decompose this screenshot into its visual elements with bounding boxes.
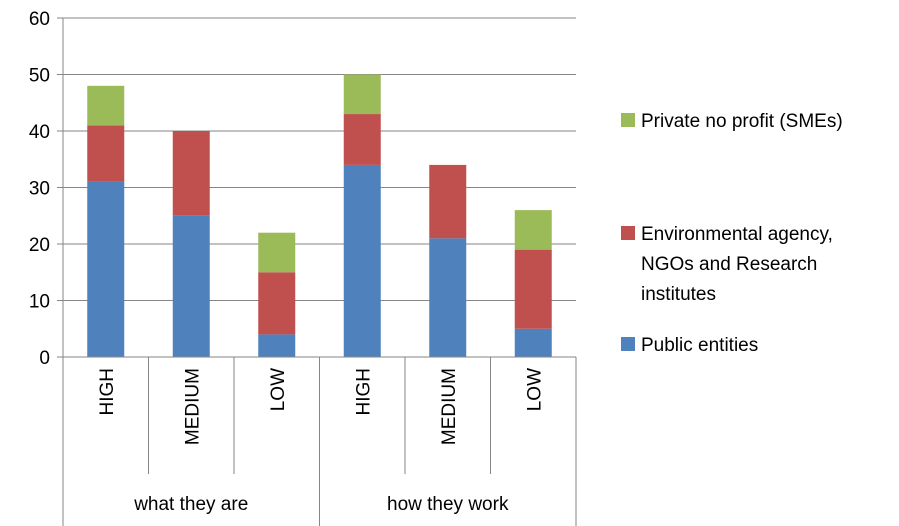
category-label-low-2: LOW bbox=[268, 368, 289, 411]
y-tick-label-0: 0 bbox=[39, 348, 50, 369]
legend-label-1-line-0: Environmental agency, bbox=[641, 224, 833, 245]
bar-high-3-series-1 bbox=[343, 114, 381, 165]
legend-label-1-line-1: NGOs and Research bbox=[641, 254, 817, 275]
legend: Private no profit (SMEs) Environmental ag… bbox=[621, 111, 843, 356]
group-label-1: how they work bbox=[387, 494, 509, 515]
y-tick-label-60: 60 bbox=[29, 9, 50, 30]
bar-high-3-series-0 bbox=[343, 164, 381, 357]
bar-high-0-series-0 bbox=[87, 181, 125, 357]
bar-medium-4-series-1 bbox=[429, 164, 467, 239]
bar-medium-4-series-0 bbox=[429, 238, 467, 357]
bar-low-2-series-1 bbox=[258, 272, 296, 335]
bar-low-5-series-2 bbox=[514, 210, 552, 250]
legend-label-2-line-0: Private no profit (SMEs) bbox=[641, 111, 843, 132]
y-tick-label-10: 10 bbox=[29, 292, 50, 313]
legend-swatch-1 bbox=[621, 226, 635, 240]
y-tick-label-30: 30 bbox=[29, 179, 50, 200]
bar-low-2-series-2 bbox=[258, 232, 296, 273]
legend-swatch-0 bbox=[621, 337, 635, 351]
bar-high-0-series-1 bbox=[87, 125, 125, 182]
y-tick-label-40: 40 bbox=[29, 122, 50, 143]
legend-swatch-2 bbox=[621, 113, 635, 127]
bars bbox=[87, 74, 552, 357]
bar-medium-1-series-0 bbox=[172, 215, 210, 357]
bar-high-3-series-2 bbox=[343, 74, 381, 115]
category-label-high-3: HIGH bbox=[353, 368, 374, 416]
group-label-0: what they are bbox=[133, 494, 248, 515]
category-label-low-5: LOW bbox=[524, 368, 545, 411]
bar-medium-1-series-1 bbox=[172, 131, 210, 216]
category-label-medium-1: MEDIUM bbox=[182, 368, 203, 445]
bar-low-5-series-1 bbox=[514, 249, 552, 329]
y-tick-label-20: 20 bbox=[29, 235, 50, 256]
category-label-high-0: HIGH bbox=[97, 368, 118, 416]
bar-high-0-series-2 bbox=[87, 85, 125, 126]
bar-low-5-series-0 bbox=[514, 328, 552, 357]
y-tick-label-50: 50 bbox=[29, 66, 50, 87]
axes: 0 10 20 30 40 50 60 HIGH MEDIUM LOW HIGH MEDIUM LOW w… bbox=[29, 9, 577, 526]
legend-label-1-line-2: institutes bbox=[641, 284, 716, 305]
legend-label-0-line-0: Public entities bbox=[641, 335, 758, 356]
gridlines bbox=[63, 17, 576, 301]
category-label-medium-4: MEDIUM bbox=[439, 368, 460, 445]
bar-low-2-series-0 bbox=[258, 334, 296, 357]
